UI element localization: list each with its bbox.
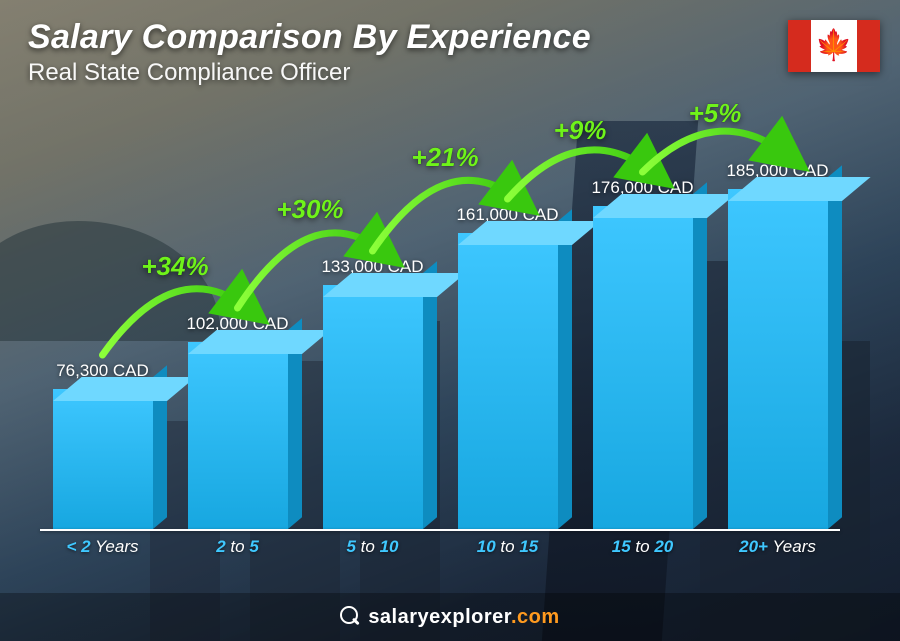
bars-container: 76,300 CAD< 2 Years102,000 CAD2 to 5133,… bbox=[40, 120, 840, 529]
bar-front bbox=[323, 285, 423, 529]
bar-5: 185,000 CAD20+ Years bbox=[715, 161, 840, 529]
page-subtitle: Real State Compliance Officer bbox=[28, 59, 591, 87]
bar-4: 176,000 CAD15 to 20 bbox=[580, 178, 705, 529]
flag-band-right bbox=[857, 20, 880, 72]
bar-body bbox=[188, 342, 288, 529]
bar-body bbox=[323, 285, 423, 529]
brand-logo: salaryexplorer.com bbox=[340, 606, 559, 629]
canada-flag-icon: 🍁 bbox=[788, 20, 880, 72]
bar-1: 102,000 CAD2 to 5 bbox=[175, 314, 300, 529]
bar-body bbox=[728, 189, 828, 529]
bar-front bbox=[728, 189, 828, 529]
brand-accent: .com bbox=[511, 606, 560, 628]
page-title: Salary Comparison By Experience bbox=[28, 18, 591, 57]
footer: salaryexplorer.com bbox=[0, 593, 900, 641]
magnify-icon bbox=[340, 606, 362, 628]
bar-side bbox=[828, 165, 842, 529]
category-label: 5 to 10 bbox=[346, 537, 398, 557]
category-label: 2 to 5 bbox=[216, 537, 259, 557]
bar-front bbox=[53, 389, 153, 529]
bar-side bbox=[558, 209, 572, 529]
brand-left: salary bbox=[368, 606, 429, 628]
bar-3: 161,000 CAD10 to 15 bbox=[445, 205, 570, 529]
bar-front bbox=[188, 342, 288, 529]
category-label: < 2 Years bbox=[67, 537, 139, 557]
bar-front bbox=[593, 206, 693, 529]
category-label: 10 to 15 bbox=[477, 537, 538, 557]
title-block: Salary Comparison By Experience Real Sta… bbox=[28, 18, 591, 87]
stage: Salary Comparison By Experience Real Sta… bbox=[0, 0, 900, 641]
bar-side bbox=[693, 182, 707, 529]
brand-right: explorer bbox=[429, 606, 511, 628]
bar-0: 76,300 CAD< 2 Years bbox=[40, 361, 165, 529]
bar-body bbox=[458, 233, 558, 529]
category-label: 20+ Years bbox=[739, 537, 816, 557]
bar-body bbox=[53, 389, 153, 529]
bar-2: 133,000 CAD5 to 10 bbox=[310, 257, 435, 529]
category-label: 15 to 20 bbox=[612, 537, 673, 557]
flag-band-left bbox=[788, 20, 811, 72]
bar-body bbox=[593, 206, 693, 529]
bar-side bbox=[423, 261, 437, 529]
salary-bar-chart: 76,300 CAD< 2 Years102,000 CAD2 to 5133,… bbox=[40, 120, 840, 561]
bar-front bbox=[458, 233, 558, 529]
x-axis-line bbox=[40, 529, 840, 531]
flag-mid: 🍁 bbox=[811, 20, 857, 72]
maple-leaf-icon: 🍁 bbox=[815, 31, 852, 61]
